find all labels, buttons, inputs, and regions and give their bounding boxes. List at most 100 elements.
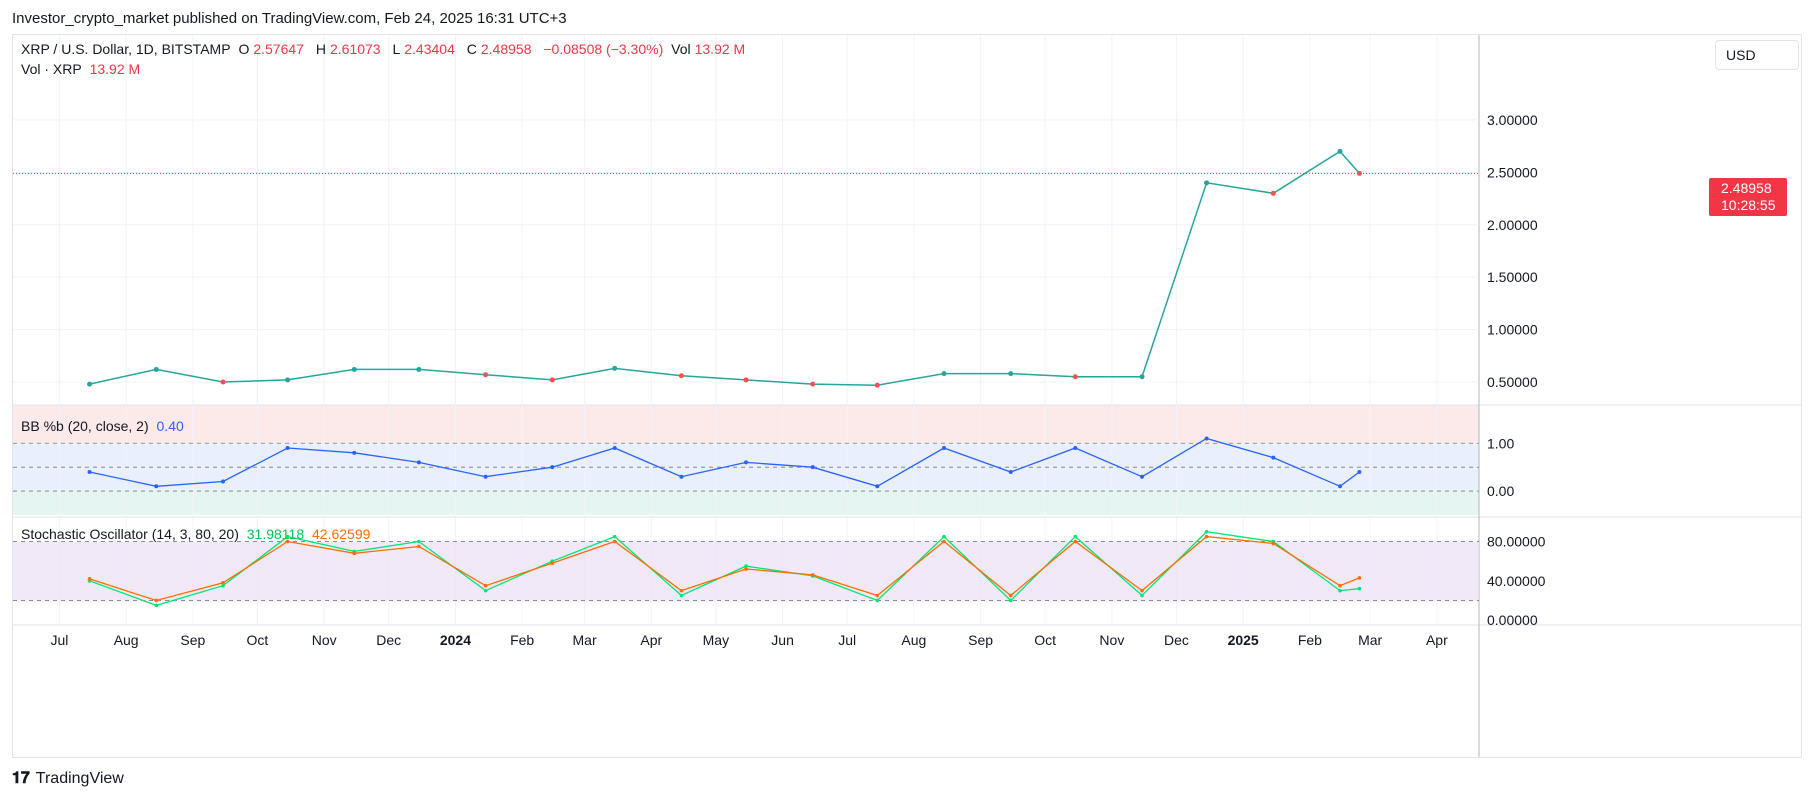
stoch-point [154, 603, 159, 608]
bb-point [1073, 446, 1078, 451]
stoch-point [679, 593, 684, 598]
price-point [153, 366, 159, 372]
last-price-value: 2.48958 [1721, 180, 1772, 196]
bb-point [87, 469, 92, 474]
stoch-point [612, 539, 617, 544]
high-value: 2.61073 [329, 41, 381, 57]
bar-countdown: 10:28:55 [1721, 197, 1776, 213]
stoch-point [1008, 593, 1013, 598]
bb-point [612, 446, 617, 451]
stoch-point [154, 598, 159, 603]
stoch-y-tick-label: 0.00000 [1487, 612, 1538, 628]
price-point [351, 366, 357, 372]
open-label: O [238, 41, 250, 57]
stoch-point [483, 588, 488, 593]
vol-label: Vol [671, 41, 691, 57]
x-tick-label: Apr [1426, 632, 1448, 648]
price-point [1204, 180, 1210, 186]
x-tick-label: Aug [114, 632, 139, 648]
symbol-label: XRP / U.S. Dollar, 1D, BITSTAMP [21, 41, 231, 57]
price-point [1072, 374, 1078, 380]
bb-y-tick-label: 0.00 [1487, 483, 1514, 499]
stoch-point [1073, 539, 1078, 544]
x-tick-label: Aug [901, 632, 926, 648]
bb-point [744, 460, 748, 465]
price-legend: XRP / U.S. Dollar, 1D, BITSTAMP O 2.57647… [21, 41, 753, 57]
x-tick-label: May [703, 632, 729, 648]
stoch-point [285, 534, 290, 539]
stoch-point [221, 583, 225, 588]
tradingview-logo[interactable]: 𝟏𝟕 TradingView [12, 770, 124, 788]
stoch-point [1338, 583, 1342, 588]
stoch-point [1073, 534, 1078, 539]
bb-upper-zone [13, 405, 1479, 444]
chart-canvas[interactable]: Jul Aug Sep Oct Nov Dec 2024 Feb Mar Apr May Jun Jul… [13, 35, 1801, 757]
x-tick-label: 2024 [440, 632, 471, 648]
price-point [549, 377, 555, 383]
bb-point [550, 465, 555, 470]
x-tick-label: Nov [312, 632, 337, 648]
x-tick-label: Jul [838, 632, 856, 648]
x-tick-label: 2025 [1228, 632, 1259, 648]
bb-label: BB %b (20, close, 2) [21, 418, 149, 434]
stoch-point [550, 561, 555, 565]
bb-point [1338, 484, 1343, 489]
stoch-point [417, 539, 421, 544]
chart-frame[interactable]: Jul Aug Sep Oct Nov Dec 2024 Feb Mar Apr May Jun Jul… [12, 34, 1802, 758]
bb-point [1271, 455, 1276, 460]
price-point [87, 381, 93, 387]
price-point [1270, 190, 1276, 196]
x-tick-label: Jun [771, 632, 794, 648]
y-tick-label: 0.50000 [1487, 374, 1538, 390]
price-point [810, 381, 816, 387]
bb-lower-zone [13, 489, 1479, 515]
price-series-line [89, 150, 1360, 386]
x-tick-label: Sep [180, 632, 205, 648]
currency-button[interactable]: USD [1715, 40, 1799, 70]
bb-point [352, 450, 357, 455]
stoch-point [875, 598, 880, 603]
open-value: 2.57647 [253, 41, 304, 57]
price-point [678, 373, 684, 379]
stoch-legend: Stochastic Oscillator (14, 3, 80, 20) 31… [21, 526, 374, 542]
bb-point [1204, 436, 1209, 441]
x-tick-label: Dec [1164, 632, 1189, 648]
stoch-band-zone [13, 541, 1479, 601]
low-value: 2.43404 [404, 41, 455, 57]
bb-point [1357, 469, 1362, 474]
bb-legend: BB %b (20, close, 2) 0.40 [21, 418, 188, 434]
price-point [743, 377, 749, 383]
x-tick-label: Mar [573, 632, 597, 648]
high-label: H [315, 41, 326, 57]
price-point [874, 382, 880, 388]
stoch-point [1338, 588, 1342, 593]
x-tick-label: Oct [247, 632, 269, 648]
stoch-point [1271, 541, 1276, 546]
y-tick-label: 3.00000 [1487, 112, 1538, 128]
stoch-point [87, 577, 92, 581]
stoch-point [1204, 534, 1209, 539]
x-tick-label: Apr [640, 632, 662, 648]
bb-point [679, 474, 684, 479]
stoch-point [942, 539, 946, 544]
stoch-d-value: 42.62599 [312, 526, 371, 542]
bb-point [221, 479, 226, 484]
x-tick-label: Sep [968, 632, 993, 648]
stoch-point [1357, 586, 1362, 591]
stoch-point [875, 593, 880, 598]
price-point [1337, 148, 1343, 154]
bb-point [942, 446, 947, 451]
price-point [1139, 374, 1145, 380]
y-tick-label: 2.50000 [1487, 164, 1538, 180]
bb-value: 0.40 [156, 418, 184, 434]
bb-point [1008, 469, 1013, 474]
price-point [416, 366, 422, 372]
price-point [1008, 371, 1014, 377]
stoch-point [221, 580, 225, 585]
price-point [285, 377, 291, 383]
price-point [941, 371, 947, 377]
y-tick-label: 1.50000 [1487, 269, 1538, 285]
price-point [612, 365, 618, 371]
stoch-label: Stochastic Oscillator (14, 3, 80, 20) [21, 526, 239, 542]
x-tick-label: Feb [510, 632, 534, 648]
